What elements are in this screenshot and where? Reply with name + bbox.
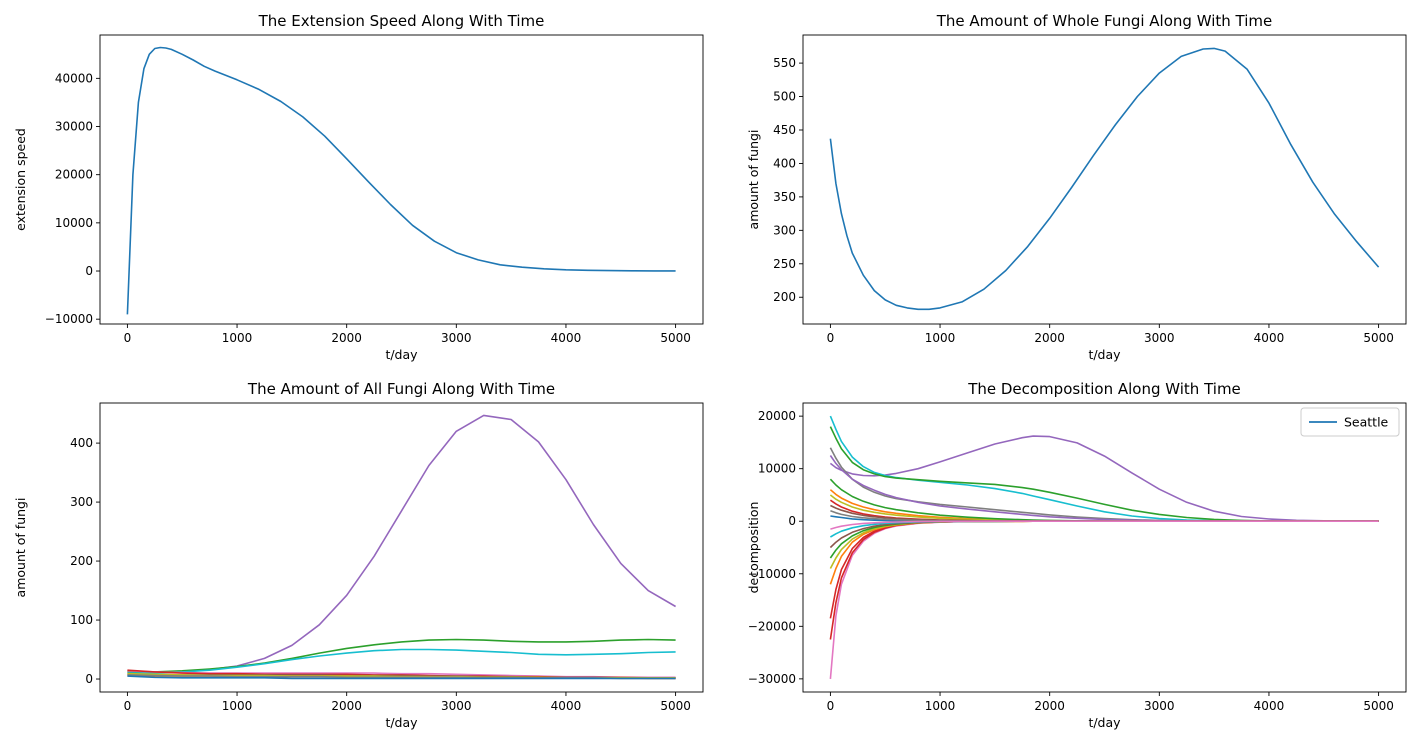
x-axis-label: t/day [385,347,418,362]
y-tick-label: 300 [773,223,796,237]
y-tick-label: 20000 [758,409,796,423]
x-tick-label: 3000 [441,699,472,713]
y-tick-label: 0 [788,514,796,528]
x-tick-label: 2000 [1034,331,1065,345]
series-line-10 [127,675,676,680]
series-line-4 [829,426,1379,523]
legend: Seattle [1300,407,1400,437]
y-axis-label: extension speed [13,128,28,231]
y-tick-label: 300 [70,495,93,509]
x-tick-label: 1000 [925,331,956,345]
chart-title: The Decomposition Along With Time [967,380,1241,398]
y-tick-label: 30000 [55,120,93,134]
y-tick-label: −10000 [748,567,796,581]
x-tick-label: 5000 [1363,331,1394,345]
x-tick-label: 1000 [925,699,956,713]
axes-frame [802,34,1407,325]
y-tick-label: −10000 [45,312,93,326]
x-tick-label: 5000 [1363,699,1394,713]
x-tick-label: 0 [124,331,132,345]
x-tick-label: 1000 [222,331,253,345]
axes-frame [99,34,704,325]
y-tick-label: 0 [85,672,93,686]
series-group [829,47,1380,311]
axes-frame [99,402,704,693]
series-line-2 [127,638,676,673]
x-tick-label: 2000 [1034,699,1065,713]
series-line-1 [829,47,1380,311]
series-line-11 [829,520,1379,559]
series-line-16 [829,494,1379,523]
x-tick-label: 0 [827,699,835,713]
series-line-3 [127,648,676,674]
y-axis-label: amount of fungi [13,498,28,598]
y-tick-label: 550 [773,56,796,70]
series-line-5 [829,447,1379,523]
series-line-10 [829,520,1379,569]
x-tick-label: 3000 [441,331,472,345]
x-tick-label: 4000 [551,331,582,345]
y-axis-label: amount of fungi [746,130,761,230]
subplot-all-fungi: 0 1000 2000 3000 4000 5000 0 100 200 300 400 The Am… [13,380,704,730]
y-tick-label: 500 [773,90,796,104]
subplot-extension-speed: 0 1000 2000 3000 4000 5000 −10000 0 10000 20000 30… [13,12,704,362]
series-line-12 [829,520,1379,549]
x-tick-label: 4000 [551,699,582,713]
series-line-2 [829,435,1379,522]
x-tick-label: 1000 [222,699,253,713]
subplot-whole-fungi: 0 1000 2000 3000 4000 5000 200 250 300 350 400 450 5… [746,12,1407,362]
x-axis-label: t/day [1088,715,1121,730]
x-tick-label: 2000 [331,699,362,713]
y-tick-label: −30000 [748,672,796,686]
x-tick-label: 5000 [660,331,691,345]
y-tick-label: 450 [773,123,796,137]
y-tick-label: 40000 [55,71,93,85]
x-tick-label: 2000 [331,331,362,345]
x-tick-label: 4000 [1254,331,1285,345]
series-line-1 [127,414,677,674]
y-tick-label: 400 [773,156,796,170]
y-tick-label: 0 [85,264,93,278]
subplot-decomposition: 0 1000 2000 3000 4000 5000 −30000 −20000 −10000 0… [746,380,1407,730]
x-tick-label: 0 [124,699,132,713]
series-line-1 [126,46,676,315]
axes-frame [802,402,1407,693]
x-axis-label: t/day [385,715,418,730]
x-tick-label: 0 [827,331,835,345]
x-tick-label: 5000 [660,699,691,713]
x-tick-label: 4000 [1254,699,1285,713]
series-group [829,415,1379,679]
y-tick-label: 10000 [758,462,796,476]
y-tick-label: −20000 [748,619,796,633]
series-line-3 [829,415,1379,523]
series-line-8 [829,520,1379,619]
series-line-6 [829,520,1379,679]
y-tick-label: 200 [70,554,93,568]
series-line-9 [829,520,1379,585]
y-tick-label: 20000 [55,168,93,182]
y-axis-label: decomposition [746,502,761,594]
series-group [126,46,676,315]
chart-title: The Extension Speed Along With Time [258,12,545,30]
chart-title: The Amount of All Fungi Along With Time [247,380,555,398]
series-group [127,414,677,680]
x-axis-label: t/day [1088,347,1121,362]
y-tick-label: 10000 [55,216,93,230]
y-tick-label: 400 [70,436,93,450]
y-tick-label: 200 [773,290,796,304]
y-tick-label: 100 [70,613,93,627]
series-line-7 [829,520,1379,640]
x-tick-label: 3000 [1144,699,1175,713]
y-tick-label: 350 [773,190,796,204]
series-line-21 [830,520,1379,530]
chart-title: The Amount of Whole Fungi Along With Tim… [936,12,1273,30]
x-tick-label: 3000 [1144,331,1175,345]
legend-box [1300,407,1400,437]
legend-label: Seattle [1344,415,1389,430]
y-tick-label: 250 [773,257,796,271]
